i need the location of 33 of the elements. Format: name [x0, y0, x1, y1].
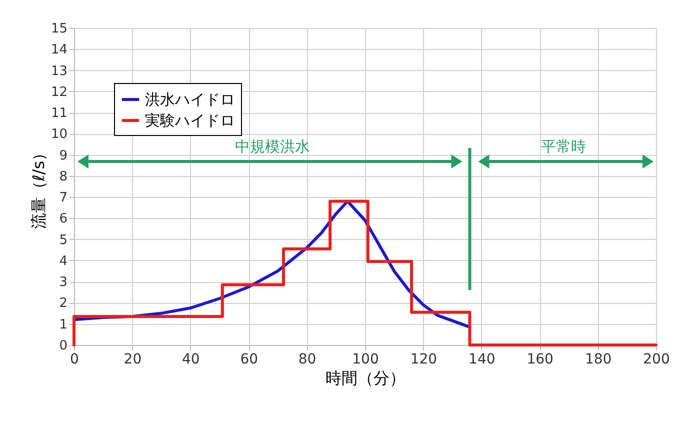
x-tick-label: 180 [584, 352, 612, 368]
y-tick-label: 3 [59, 275, 68, 290]
x-tick-label: 140 [468, 352, 496, 368]
y-tick-label: 5 [59, 232, 68, 248]
y-tick-label: 0 [59, 338, 68, 354]
x-tick-label: 60 [240, 352, 258, 368]
y-tick-label: 2 [59, 296, 68, 312]
x-tick-label: 100 [352, 352, 379, 368]
x-tick-label: 200 [643, 352, 670, 368]
y-tick-label: 11 [50, 106, 68, 122]
y-tick-label: 10 [50, 127, 68, 142]
y-tick-label: 9 [59, 148, 68, 164]
x-tick-label: 0 [70, 352, 79, 368]
x-tick-label: 160 [526, 352, 554, 368]
y-tick-label: 4 [59, 254, 68, 269]
legend-label: 洪水ハイドロ [145, 90, 235, 108]
y-tick-label: 14 [50, 42, 68, 58]
y-tick-label: 15 [50, 22, 68, 36]
legend-label: 実験ハイドロ [145, 112, 235, 130]
x-tick-label: 80 [298, 352, 316, 368]
y-tick-label: 6 [59, 212, 68, 227]
x-tick-label: 40 [182, 352, 200, 368]
y-tick-label: 13 [50, 64, 68, 79]
x-tick-label: 120 [410, 352, 438, 368]
y-tick-label: 8 [59, 169, 68, 184]
y-tick-label: 7 [59, 190, 68, 206]
x-tick-label: 20 [124, 352, 142, 368]
annotation: 中規模洪水 [234, 138, 310, 156]
y-tick-label: 1 [59, 317, 68, 332]
annotation: 平常時 [540, 138, 586, 156]
y-axis-title: 流量（ℓ/s） [28, 144, 48, 230]
y-tick-label: 12 [50, 84, 68, 100]
x-axis-title: 時間（分） [326, 368, 406, 388]
